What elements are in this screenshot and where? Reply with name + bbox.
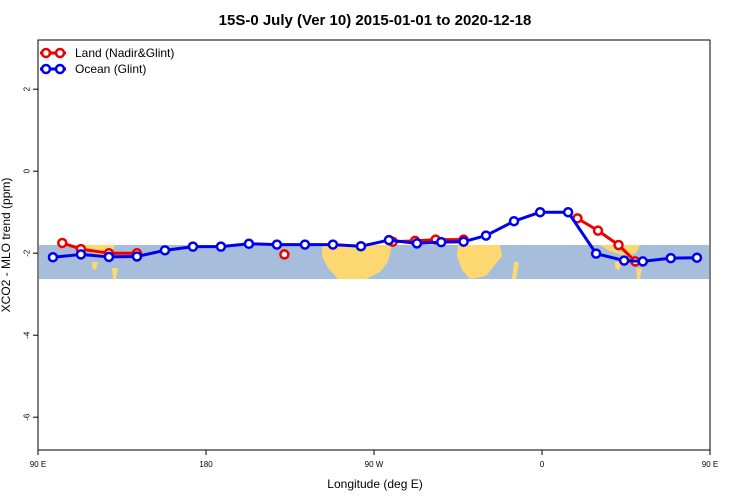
data-point-ocean — [327, 239, 339, 250]
data-point-ocean — [75, 249, 87, 260]
data-point-ocean — [47, 252, 59, 263]
data-point-ocean — [637, 256, 649, 267]
legend: Land (Nadir&Glint) Ocean (Glint) — [40, 46, 174, 76]
data-point-ocean — [355, 240, 367, 252]
data-point-land — [613, 239, 624, 251]
legend-marker-land — [40, 47, 52, 59]
legend-marker-ocean — [40, 63, 52, 75]
data-point-ocean — [411, 238, 423, 249]
y-tick-label: 2 — [22, 86, 31, 91]
series-layer — [47, 206, 703, 267]
x-tick-label: 90 E — [30, 460, 46, 469]
y-tick-label: -4 — [22, 331, 31, 339]
x-tick-label: 0 — [540, 460, 545, 469]
data-point-ocean — [665, 252, 677, 264]
y-tick-label: 0 — [22, 168, 31, 173]
data-point-ocean — [271, 239, 283, 250]
legend-label-ocean: Ocean (Glint) — [75, 62, 146, 76]
x-tick-label: 90 E — [702, 460, 718, 469]
land-shape — [457, 245, 502, 279]
x-axis-label: Longitude (deg E) — [327, 477, 422, 491]
land-shape — [112, 268, 118, 279]
data-point-ocean — [435, 236, 447, 248]
series-line-land — [576, 217, 637, 263]
data-point-ocean — [562, 206, 574, 218]
data-point-ocean — [215, 241, 227, 252]
tick-layer: 90 E 180 90 W 0 90 E 2 0 -2 -4 -6 — [22, 86, 718, 469]
data-point-ocean — [480, 230, 492, 241]
data-point-land — [57, 237, 68, 249]
chart-title: 15S-0 July (Ver 10) 2015-01-01 to 2020-1… — [219, 12, 532, 29]
data-point-ocean — [691, 252, 703, 263]
x-tick-label: 180 — [199, 460, 213, 469]
data-point-ocean — [299, 239, 311, 250]
data-point-land — [592, 225, 604, 236]
data-point-ocean — [534, 206, 546, 218]
data-point-ocean — [458, 236, 469, 247]
data-point-ocean — [187, 241, 199, 252]
land-shape — [322, 245, 392, 279]
y-tick-label: -2 — [22, 249, 31, 257]
y-tick-label: -6 — [22, 413, 31, 421]
data-point-ocean — [383, 234, 395, 246]
data-point-ocean — [590, 248, 602, 259]
x-tick-label: 90 W — [365, 460, 384, 469]
data-point-ocean — [243, 238, 255, 250]
data-point-ocean — [131, 251, 143, 262]
land-shape — [512, 262, 519, 279]
legend-marker-ocean — [54, 63, 66, 75]
data-point-ocean — [103, 251, 115, 263]
legend-label-land: Land (Nadir&Glint) — [75, 46, 174, 60]
data-point-ocean — [618, 255, 630, 266]
data-point-ocean — [159, 245, 171, 256]
land-shape — [636, 268, 642, 279]
data-point-ocean — [508, 215, 520, 227]
plot-frame — [37, 39, 711, 451]
series-line-land — [61, 241, 137, 255]
data-point-land — [279, 249, 290, 260]
y-axis-label: XCO2 - MLO trend (ppm) — [0, 178, 13, 313]
legend-marker-land — [54, 47, 66, 59]
land-shape — [92, 262, 98, 270]
land-shape — [600, 245, 640, 256]
